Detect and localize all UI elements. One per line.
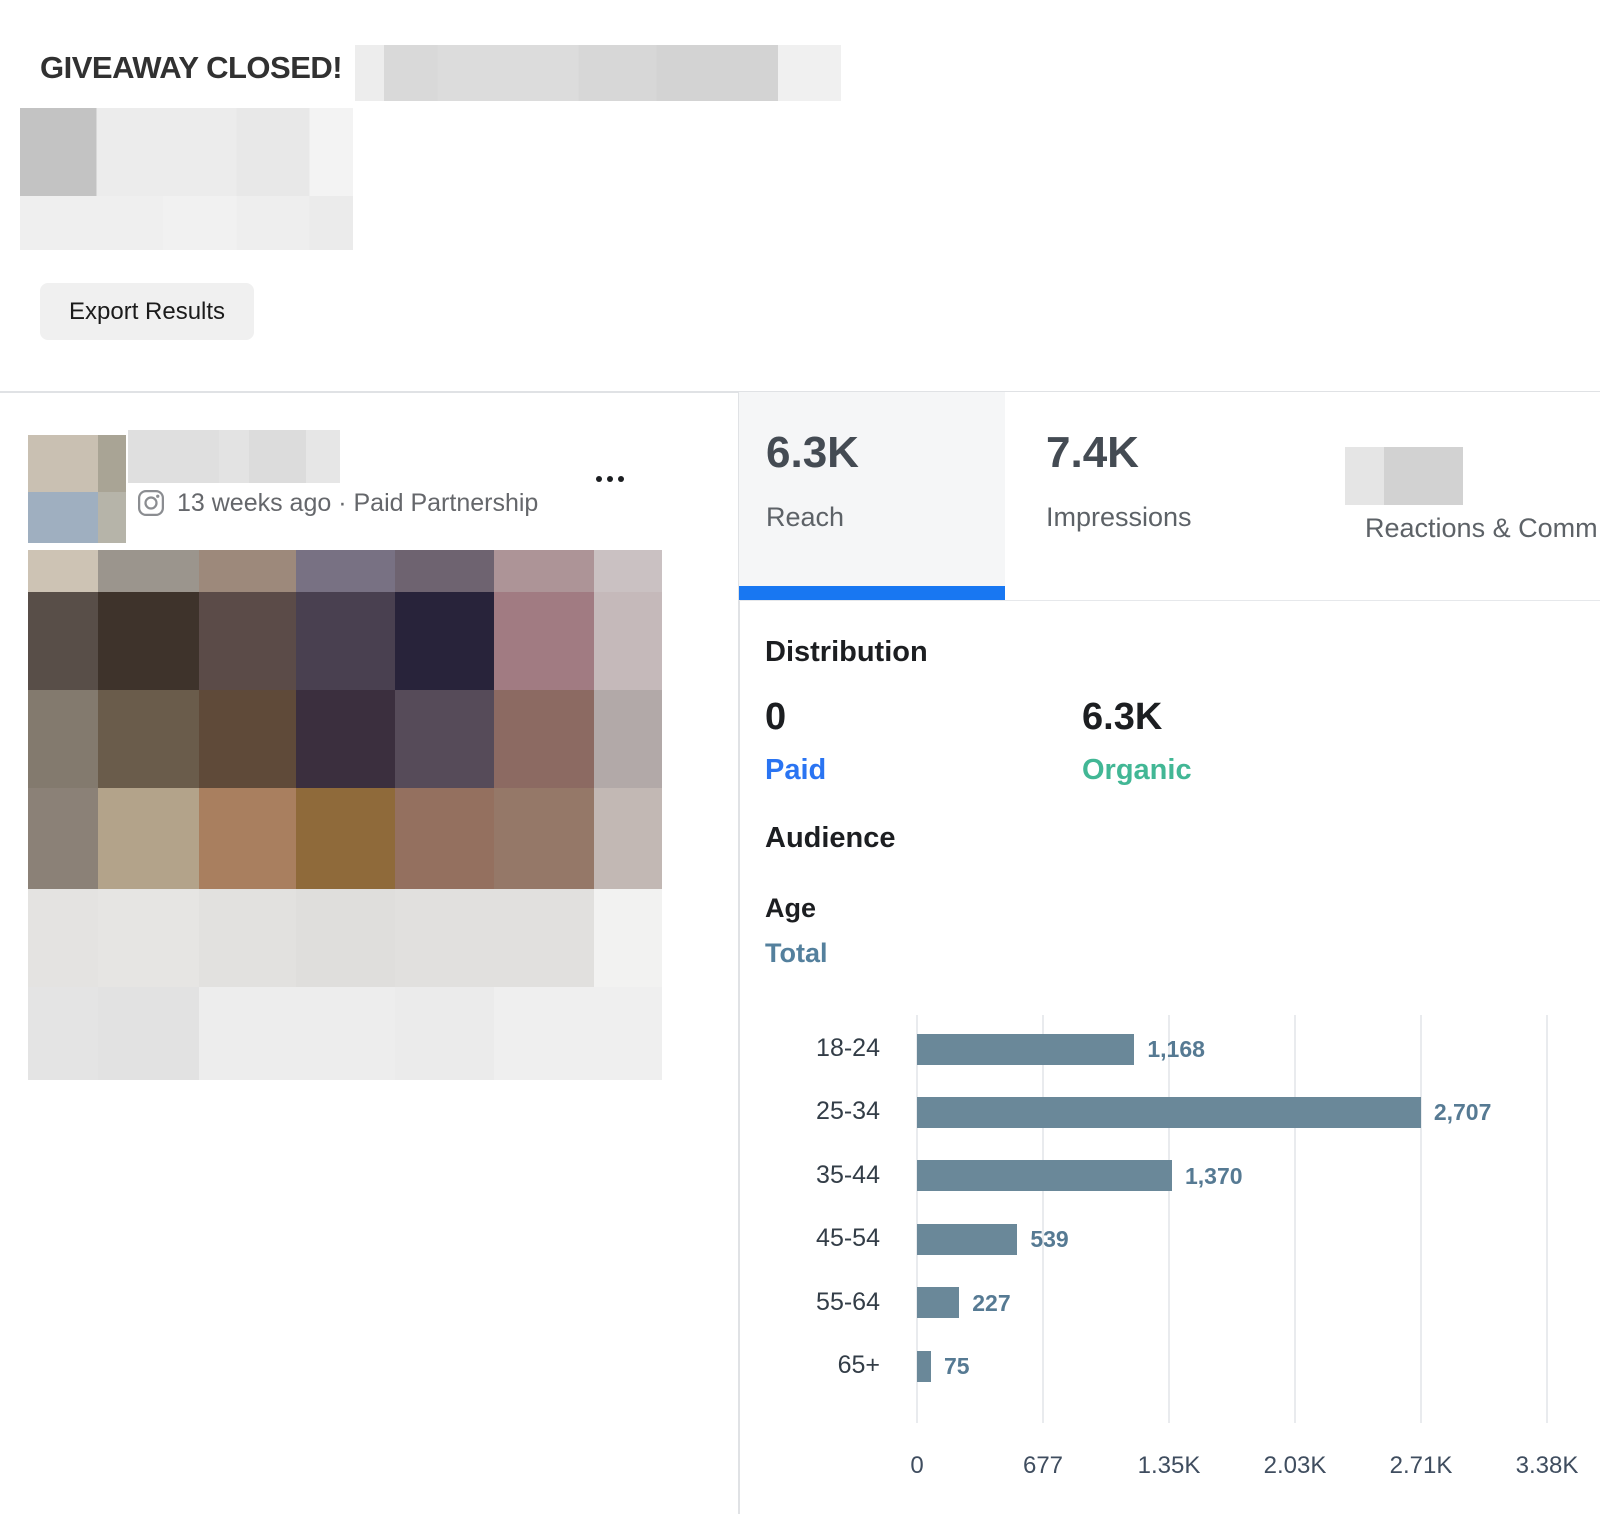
chart-bar: [917, 1033, 1135, 1065]
age-title: Age: [765, 893, 817, 923]
reach-value: 6.3K: [766, 428, 859, 477]
chart-gridline: [1546, 1015, 1548, 1423]
chart-bar: [917, 1096, 1421, 1128]
age-total-filter[interactable]: Total: [765, 938, 828, 968]
pixel-row: [28, 492, 126, 543]
reach-label: Reach: [766, 502, 845, 532]
pixel-row: [28, 592, 662, 690]
age-bar-chart: 0 677 1.35K 2.03K 2.71K 3.38K 18-24 1,168 25-34 2…: [0, 1015, 1600, 1495]
organic-label: Organic: [1082, 754, 1192, 786]
category-label: 25-34: [816, 1097, 880, 1126]
post-meta: 13 weeks ago · Paid Partnership: [136, 488, 538, 518]
chart-gridline: [1168, 1015, 1170, 1423]
chart-bar: [917, 1160, 1172, 1192]
redacted-title-text: [355, 45, 841, 101]
tab-impressions[interactable]: 7.4K Impressions: [1005, 392, 1385, 600]
audience-title: Audience: [765, 822, 896, 854]
value-label: 1,370: [1184, 1162, 1243, 1189]
chart-gridline: [916, 1015, 918, 1423]
ellipsis-icon: [596, 476, 602, 482]
pixel-row: [28, 550, 662, 592]
pixel-row: [28, 690, 662, 788]
redacted-description-row: [20, 108, 353, 196]
pixel-row: [28, 435, 126, 492]
chart-bar: [917, 1287, 960, 1319]
chart-gridline: [1294, 1015, 1296, 1423]
x-axis-tick: 2.71K: [1389, 1452, 1453, 1479]
page-title: GIVEAWAY CLOSED!: [40, 50, 343, 85]
x-axis-tick: 3.38K: [1515, 1452, 1579, 1479]
category-label: 65+: [837, 1351, 880, 1379]
pixel-row: [28, 788, 662, 889]
post-image-pixelated: [28, 550, 662, 1080]
category-label: 18-24: [816, 1034, 880, 1062]
category-label: 35-44: [816, 1160, 880, 1189]
redacted-account-name: [128, 430, 340, 483]
tab-reach[interactable]: 6.3K Reach: [739, 392, 1005, 600]
chart-gridline: [1042, 1015, 1044, 1423]
redacted-reactions-value: [1345, 447, 1463, 505]
chart-bar: [917, 1223, 1018, 1255]
chart-gridline: [1420, 1015, 1422, 1423]
pixel-row: [28, 987, 662, 1080]
category-label: 55-64: [816, 1287, 880, 1316]
value-label: 2,707: [1433, 1099, 1492, 1126]
x-axis-tick: 0: [910, 1452, 924, 1479]
post-options-button[interactable]: [592, 472, 628, 486]
x-axis-tick: 2.03K: [1263, 1452, 1327, 1479]
panel-divider: [738, 393, 740, 1514]
reactions-label: Reactions & Comm: [1365, 513, 1598, 543]
pixel-row: [28, 889, 662, 987]
redacted-description-block: [20, 108, 353, 250]
distribution-title: Distribution: [765, 636, 928, 668]
tab-reactions-comments[interactable]: Reactions & Comm: [1320, 392, 1600, 600]
impressions-value: 7.4K: [1046, 428, 1139, 477]
avatar: [28, 435, 126, 543]
chart-bar: [917, 1350, 931, 1382]
post-meta-text: 13 weeks ago · Paid Partnership: [177, 488, 539, 517]
value-label: 227: [972, 1289, 1011, 1316]
instagram-icon: [136, 488, 166, 518]
category-label: 45-54: [816, 1224, 880, 1253]
selected-tab-indicator: [739, 586, 1005, 600]
value-label: 1,168: [1147, 1036, 1205, 1062]
organic-value: 6.3K: [1082, 696, 1163, 738]
redacted-description-row: [20, 196, 353, 250]
paid-label: Paid: [765, 754, 827, 786]
value-label: 539: [1030, 1226, 1069, 1253]
value-label: 75: [943, 1353, 970, 1379]
insights-tabs: 6.3K Reach 7.4K Impressions Reactions & …: [739, 392, 1600, 601]
x-axis-tick: 1.35K: [1137, 1452, 1201, 1479]
paid-value: 0: [765, 696, 787, 738]
export-results-button[interactable]: Export Results: [40, 283, 255, 340]
x-axis-tick: 677: [1022, 1452, 1064, 1479]
impressions-label: Impressions: [1046, 502, 1192, 532]
